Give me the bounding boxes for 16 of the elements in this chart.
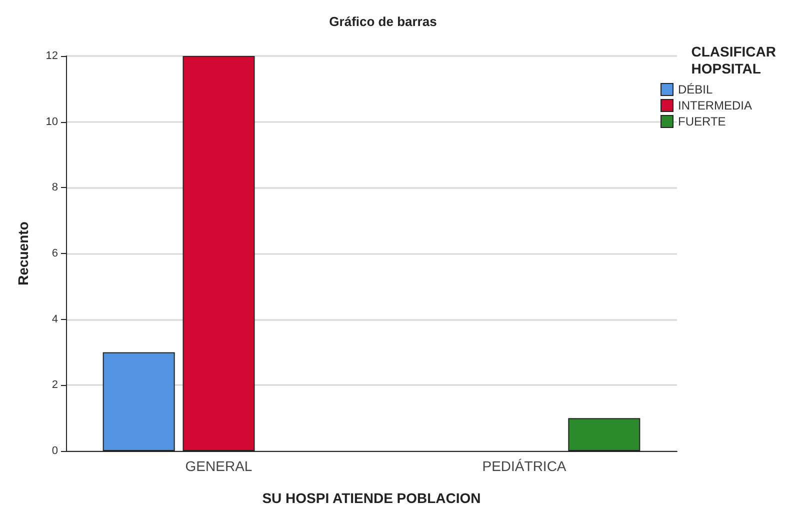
legend-label: FUERTE	[678, 114, 726, 128]
y-tick-label: 2	[52, 379, 58, 392]
legend-title: CLASIFICAR HOPSITAL	[691, 44, 776, 76]
y-tick-label: 0	[52, 445, 58, 457]
x-tick-label: GENERAL	[185, 458, 252, 474]
y-tick-label: 6	[52, 248, 58, 260]
x-axis-title: SU HOSPI ATIENDE POBLACION	[262, 490, 481, 506]
chart-title: Gráfico de barras	[329, 14, 437, 29]
legend-label: DÉBIL	[678, 82, 714, 96]
legend-label: INTERMEDIA	[678, 98, 752, 112]
y-tick-label: 4	[52, 313, 58, 326]
y-axis-title: Recuento	[15, 222, 31, 286]
x-tick-label: PEDIÁTRICA	[482, 458, 567, 474]
y-tick-label: 12	[46, 50, 58, 62]
y-tick-label: 8	[52, 182, 58, 194]
y-tick-label: 10	[46, 116, 58, 128]
